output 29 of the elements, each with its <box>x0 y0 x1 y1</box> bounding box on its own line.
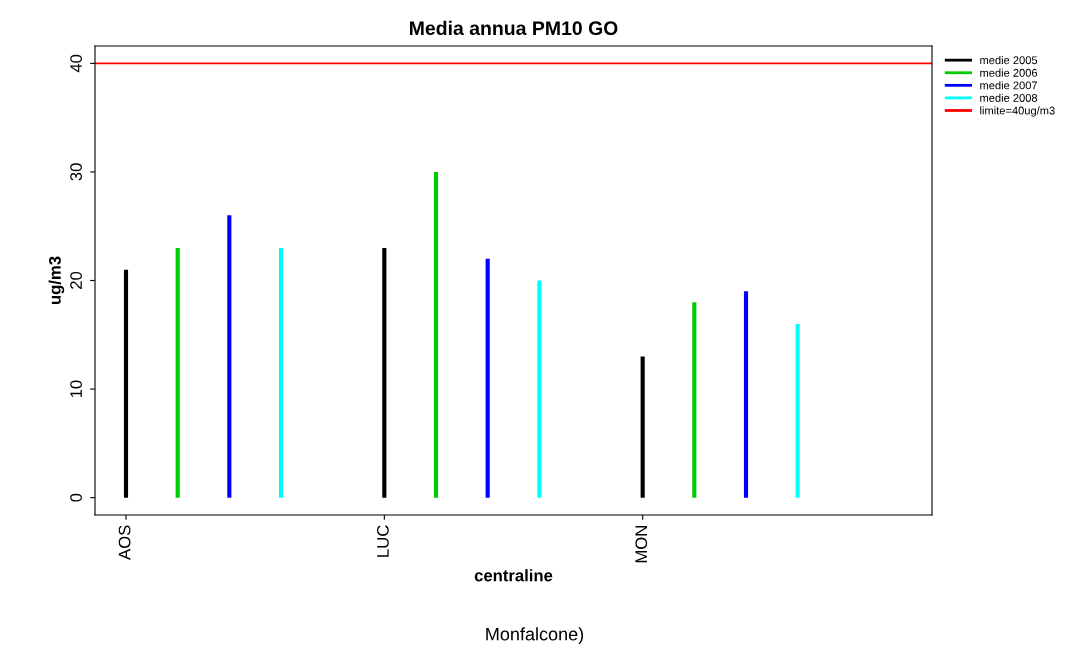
x-tick-label: AOS <box>118 525 131 560</box>
bar <box>382 247 387 498</box>
bar <box>123 269 129 498</box>
bar <box>537 280 542 498</box>
legend-label: medie 2008 <box>980 93 1038 102</box>
chart-title: Media annua PM10 GO <box>410 20 618 36</box>
bar <box>433 171 439 498</box>
x-tick-label: MON <box>635 526 648 563</box>
bar <box>175 247 180 498</box>
legend-label: medie 2006 <box>980 68 1038 77</box>
legend-label: medie 2005 <box>980 56 1038 65</box>
bar <box>795 323 800 498</box>
bar <box>278 247 284 498</box>
y-tick-label: 40 <box>70 54 82 73</box>
y-tick-label: 10 <box>70 380 82 398</box>
bar <box>692 302 697 498</box>
bar <box>227 215 232 498</box>
x-tick-label: LUC <box>377 525 389 557</box>
bar <box>485 258 490 498</box>
y-tick-label: 0 <box>70 493 82 502</box>
bar <box>743 291 749 498</box>
legend-label: medie 2007 <box>980 81 1038 90</box>
y-axis-title: ug/m3 <box>48 256 65 305</box>
x-axis-title: centraline <box>474 569 553 582</box>
y-tick-label: 30 <box>70 163 82 181</box>
y-tick-label: 20 <box>70 271 82 289</box>
text: Monfalcone) <box>486 627 584 645</box>
legend-label: limite=40ug/m3 <box>980 106 1055 117</box>
bar <box>640 356 645 498</box>
